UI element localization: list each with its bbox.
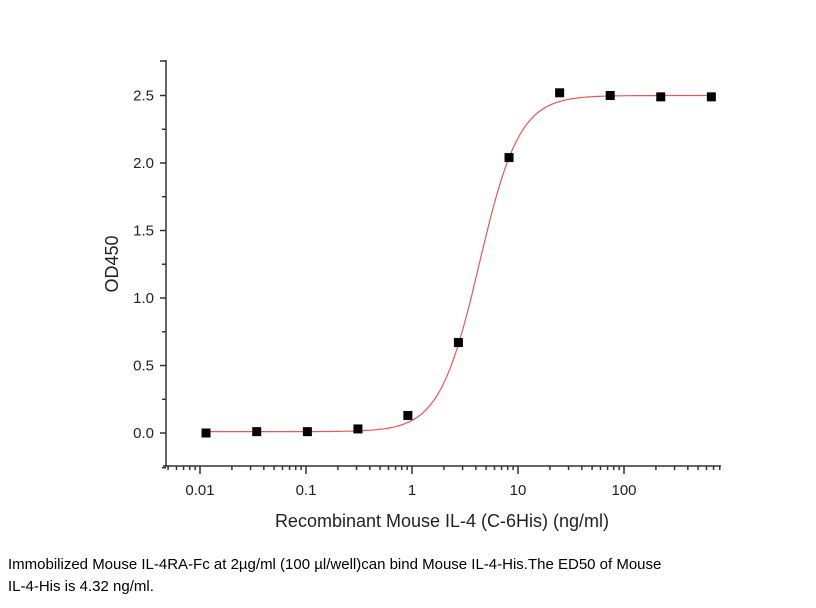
y-ticks: 0.0 0.5 1.0 1.5 2.0 2.5 — [133, 88, 166, 469]
figure-caption: Immobilized Mouse IL-4RA-Fc at 2µg/ml (1… — [8, 554, 808, 598]
axes — [160, 60, 721, 467]
x-ticks: 0.01 0.1 1 10 100 — [167, 466, 721, 499]
dose-response-chart: 0.0 0.5 1.0 1.5 2.0 2.5 0.01 0.1 1 10 100 OD450 R… — [102, 60, 721, 531]
y-tick-label: 1.5 — [133, 223, 154, 240]
data-point — [403, 410, 413, 420]
data-point — [656, 92, 666, 102]
y-tick-label: 2.5 — [133, 88, 154, 105]
y-tick-label: 0.5 — [133, 358, 154, 375]
x-tick-label: 100 — [611, 482, 636, 499]
data-points — [201, 88, 716, 438]
data-point — [706, 92, 716, 102]
data-point — [353, 424, 363, 434]
fit-curve — [205, 94, 712, 433]
x-tick-label: 1 — [408, 482, 416, 499]
y-axis-title: OD450 — [102, 235, 122, 292]
data-point — [302, 427, 312, 437]
data-point — [201, 428, 211, 438]
y-tick-label: 0.0 — [133, 425, 154, 442]
x-tick-label: 0.1 — [296, 482, 317, 499]
data-point — [504, 153, 514, 163]
x-axis-title: Recombinant Mouse IL-4 (C-6His) (ng/ml) — [275, 511, 609, 531]
data-point — [555, 88, 565, 98]
caption-line-1: Immobilized Mouse IL-4RA-Fc at 2µg/ml (1… — [8, 556, 662, 573]
x-tick-label: 0.01 — [185, 482, 214, 499]
x-tick-label: 10 — [510, 482, 527, 499]
caption-line-2: IL-4-His is 4.32 ng/ml. — [8, 578, 154, 595]
y-tick-label: 2.0 — [133, 155, 154, 172]
y-tick-label: 1.0 — [133, 290, 154, 307]
data-point — [252, 427, 262, 437]
data-point — [453, 338, 463, 348]
data-point — [605, 91, 615, 100]
